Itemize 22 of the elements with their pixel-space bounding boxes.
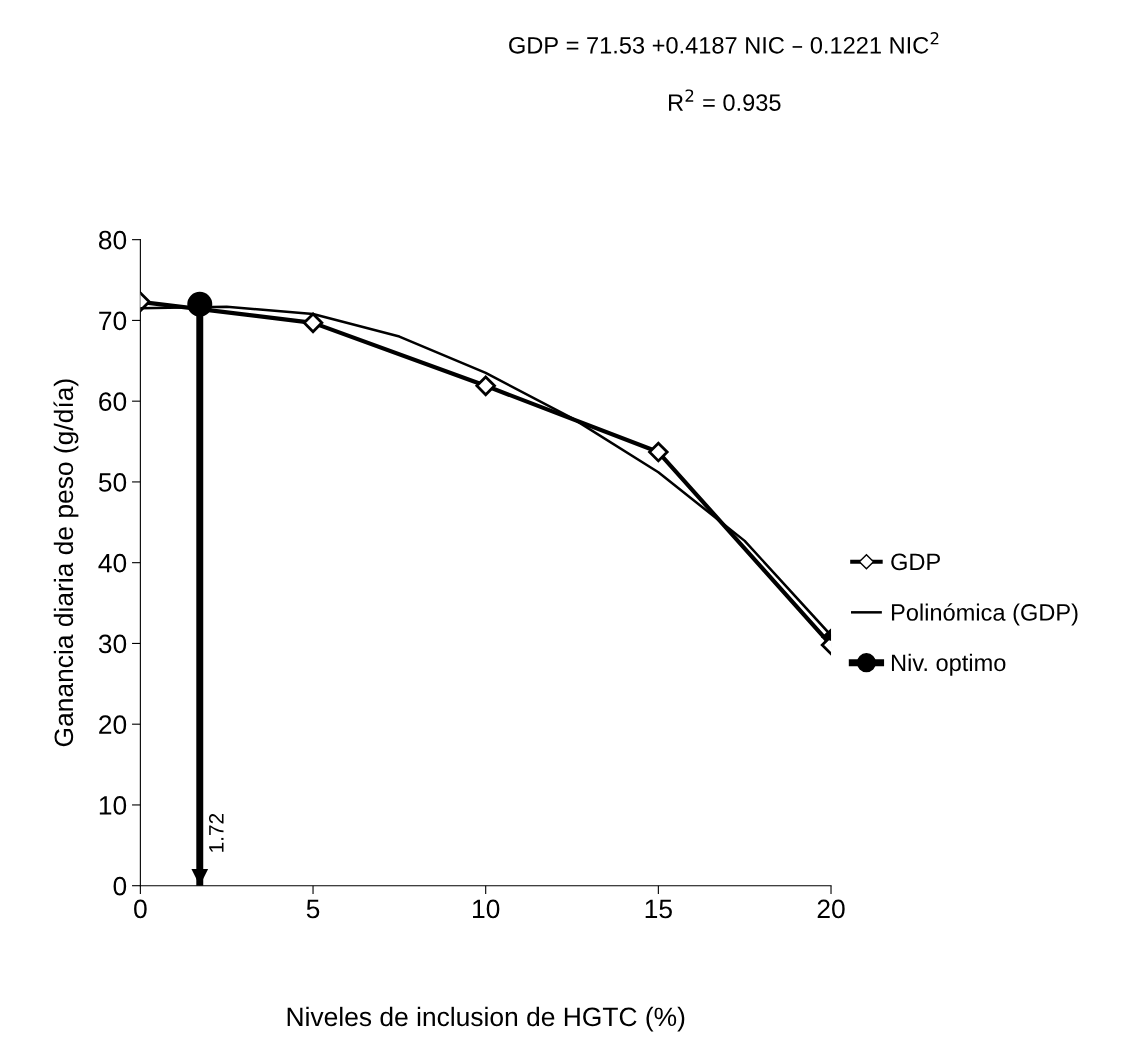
x-axis-title: Niveles de inclusion de HGTC (%) xyxy=(287,1006,685,1032)
y-tick-label: 80 xyxy=(98,230,127,250)
x-tick-label: 20 xyxy=(817,899,845,919)
x-tick-label: 10 xyxy=(473,899,500,919)
y-tick-label: 40 xyxy=(98,553,127,573)
annotation: 1.72 xyxy=(208,813,224,852)
x-tick-label: 5 xyxy=(306,899,320,919)
legend-label: Niv. optimo xyxy=(891,653,1006,676)
y-tick-label: 50 xyxy=(98,473,127,492)
x-tick-label: 15 xyxy=(645,899,672,919)
y-tick-label: 30 xyxy=(98,634,127,654)
x-tick-label: 0 xyxy=(134,899,147,919)
y-tick-label: 0 xyxy=(113,876,127,896)
legend-label: Polinómica (GDP) xyxy=(891,603,1078,626)
y-tick-label: 20 xyxy=(99,715,127,735)
text: R$^{2}$ = 0.935 xyxy=(669,89,781,111)
y-tick-label: 60 xyxy=(99,392,127,411)
legend-label: GDP xyxy=(891,553,940,571)
y-tick-label: 70 xyxy=(99,311,127,331)
text: GDP = 71.53 +0.4187 NIC – 0.1221 NIC$^{2}$ xyxy=(509,32,939,54)
y-tick-label: 10 xyxy=(99,796,127,815)
y-axis-title: Ganancia diaria de peso (g/día) xyxy=(53,379,79,747)
